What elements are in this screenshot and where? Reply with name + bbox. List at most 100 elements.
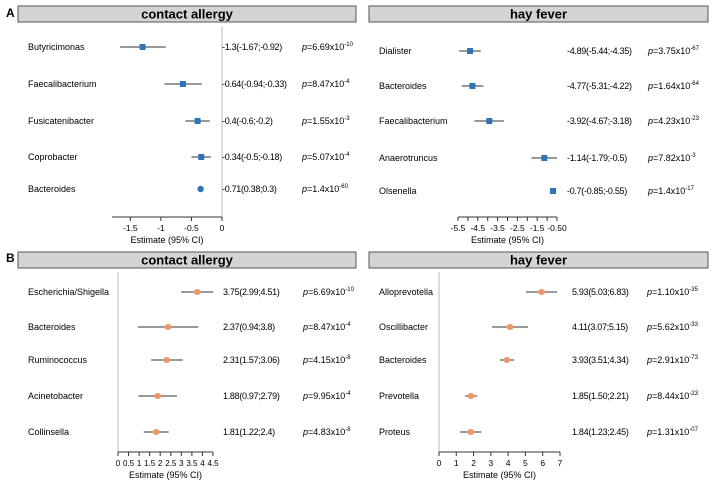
panel-label-a: A [6, 6, 15, 20]
panel-label-b: B [6, 251, 15, 265]
row-label: Escherichia/Shigella [28, 287, 109, 297]
ci-value: 5.93(5.03;6.83) [572, 287, 629, 297]
ci-value: -0.64(-0.94;-0.33) [222, 79, 287, 89]
p-value: p=1.31x10-07 [646, 427, 699, 437]
x-tick-label: -0.5 [184, 223, 199, 233]
x-tick-label: 3 [488, 458, 493, 468]
p-value: p=1.4x10-60 [301, 184, 349, 194]
point-estimate [467, 393, 475, 399]
ci-value: -4.89(-5.44;-4.35) [567, 46, 632, 56]
x-tick-label: -5.5 [451, 223, 466, 233]
ci-value: 1.85(1.50;2.21) [572, 391, 629, 401]
ci-value: 4.11(3.07;5.15) [572, 322, 628, 332]
x-tick-label: 1 [454, 458, 459, 468]
point-estimate [152, 429, 160, 435]
panel-title: contact allergy [141, 253, 234, 268]
point-estimate [164, 324, 172, 330]
point-estimate [506, 324, 514, 330]
point-estimate [193, 289, 201, 295]
row-label: Coprobacter [28, 152, 78, 162]
row-label: Anaerotruncus [379, 153, 438, 163]
panel-b-hay-fever: hay fever 0 1 2 3 4 5 6 7 Estimate (95% CI) Allopr… [368, 251, 709, 480]
ci-value: 2.37(0.94;3.8) [223, 322, 275, 332]
point-estimate [550, 188, 557, 194]
row-label: Prevotella [379, 391, 419, 401]
point-estimate [154, 393, 162, 399]
point-estimate [197, 185, 204, 193]
x-axis-label: Estimate (95% CI) [130, 235, 203, 245]
ci-value: -4.77(-5.31;-4.22) [567, 81, 632, 91]
point-estimate [541, 155, 548, 161]
row-label: Butyricimonas [28, 42, 85, 52]
p-value: p=8.47x10-4 [301, 79, 350, 89]
p-value: p=4.15x10-8 [302, 355, 351, 365]
point-estimate [467, 48, 474, 54]
ci-value: 3.75(2.99;4.51) [223, 287, 280, 297]
row-label: Faecalibacterium [28, 79, 97, 89]
x-tick-label: -3.5 [490, 223, 505, 233]
point-estimate [486, 118, 493, 124]
x-tick-label: 6 [540, 458, 545, 468]
row-label: Faecalibacterium [379, 116, 448, 126]
x-tick-label: 4 [506, 458, 511, 468]
point-estimate [139, 44, 146, 50]
point-estimate [467, 429, 475, 435]
point-estimate [538, 289, 546, 295]
point-estimate [194, 118, 201, 124]
p-value: p=3.75x10-67 [647, 46, 700, 56]
ci-value: -0.4(-0.6;-0.2) [222, 116, 273, 126]
row-label: Acinetobacter [28, 391, 83, 401]
panel-a-hay-fever: hay fever -5.5 -4.5 -3.5 -2.5 -1.5 -0.50Estima… [368, 5, 709, 245]
x-tick-label: -0.50 [547, 223, 567, 233]
x-tick-label: 4.5 [207, 459, 219, 468]
ci-value: 3.93(3.51;4.34) [572, 355, 629, 365]
ci-value: 2.31(1.57;3.06) [223, 355, 280, 365]
point-estimate [469, 83, 476, 89]
p-value: p=6.69x10-10 [302, 287, 355, 297]
p-value: p=8.47x10-4 [302, 322, 351, 332]
p-value: p=7.82x10-3 [647, 153, 696, 163]
point-estimate [163, 357, 171, 363]
x-axis-label: Estimate (95% CI) [463, 470, 536, 480]
ci-value: 1.84(1.23;2.45) [572, 427, 629, 437]
x-tick-label: 1.5 [144, 459, 156, 468]
ci-value: 1.81(1.22;2.4) [223, 427, 275, 437]
row-label: Bacteroides [28, 184, 76, 194]
x-tick-label: 2 [158, 459, 163, 468]
p-value: p=1.64x10-64 [647, 81, 700, 91]
row-label: Bacteroides [28, 322, 76, 332]
p-value: p=6.69x10-10 [301, 42, 354, 52]
ci-value: -0.71(0.38;0.3) [222, 184, 277, 194]
panel-header [17, 251, 357, 269]
row-label: Alloprevotella [379, 287, 433, 297]
row-label: Dialister [379, 46, 412, 56]
x-tick-label: 5 [523, 458, 528, 468]
x-tick-label: -4.5 [470, 223, 485, 233]
point-estimate [198, 154, 205, 160]
p-value: p=1.4x10-17 [647, 186, 695, 196]
row-label: Bacteroides [379, 81, 427, 91]
p-value: p=8.44x10-23 [646, 391, 699, 401]
row-label: Olsenella [379, 186, 417, 196]
x-axis-label: Estimate (95% CI) [129, 470, 202, 480]
panel-b-contact-allergy: contact allergy 0 0.5 1 1.5 2 2.5 3 3.5 4 4.5 Estim… [17, 251, 357, 480]
x-tick-label: -1.5 [530, 223, 545, 233]
ci-value: -1.14(-1.79;-0.5) [567, 153, 627, 163]
panel-header [17, 5, 357, 23]
p-value: p=5.07x10-4 [301, 152, 350, 162]
point-estimate [179, 81, 186, 87]
p-value: p=1.10x10-35 [646, 287, 699, 297]
p-value: p=5.62x10-33 [646, 322, 699, 332]
row-label: Bacteroides [379, 355, 427, 365]
panel-header [368, 5, 709, 23]
x-tick-label: 0 [437, 458, 442, 468]
row-label: Collinsella [28, 427, 69, 437]
panel-header [368, 251, 709, 269]
x-tick-label: 7 [558, 458, 563, 468]
ci-value: -1.3(-1.67;-0.92) [222, 42, 282, 52]
x-tick-label: 2.5 [165, 459, 177, 468]
x-tick-label: 0 [220, 223, 225, 233]
row-label: Fusicatenibacter [28, 116, 94, 126]
p-value: p=4.23x10-23 [647, 116, 700, 126]
